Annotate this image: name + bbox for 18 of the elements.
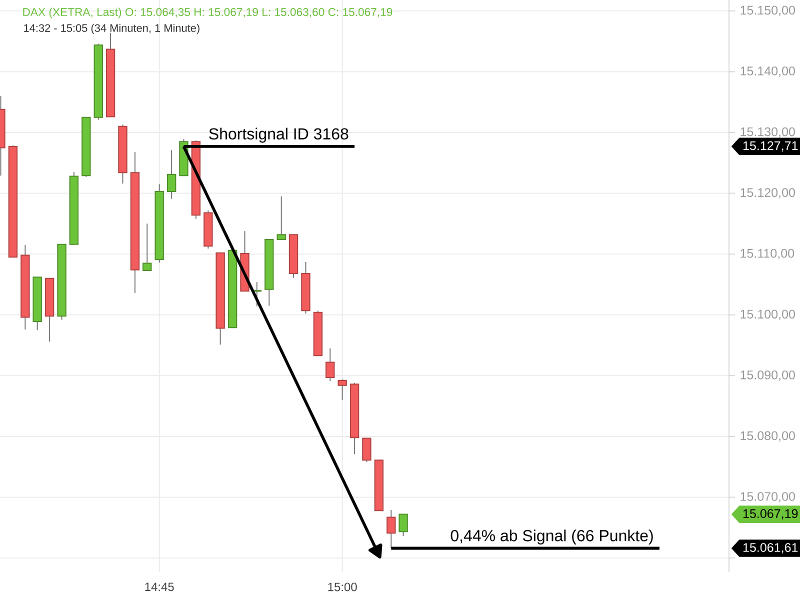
text: 14:32 - 15:05 (34 Minuten, 1 Minute): [24, 24, 200, 34]
y-tick-label: 15.130,00: [740, 127, 795, 138]
y-tick-label: 15.140,00: [740, 66, 795, 77]
y-tick-label: 15.120,00: [740, 188, 795, 198]
y-tick-label: 15.061,61: [743, 543, 798, 554]
text: DAX (XETRA, Last) O: 15.064,35 H: 15.067,19 L: 15.063,60 C: 15.067,19: [23, 8, 392, 18]
x-tick-label: 15:00: [328, 582, 357, 592]
y-tick-label: 15.090,00: [740, 370, 795, 381]
y-tick-label: 15.150,00: [740, 6, 795, 16]
y-tick-label: 15.067,19: [743, 509, 798, 520]
y-tick-label: 15.070,00: [740, 492, 795, 502]
annotation: 0,44% ab Signal (66 Punkte): [450, 530, 653, 545]
y-tick-label: 15.110,00: [740, 248, 794, 260]
y-tick-label: 15.080,00: [740, 431, 795, 442]
y-tick-label: 15.127,71: [743, 141, 798, 152]
y-tick-label: 15.100,00: [740, 310, 795, 320]
x-tick-label: 14:45: [145, 582, 174, 592]
annotation: Shortsignal ID 3168: [209, 128, 348, 143]
